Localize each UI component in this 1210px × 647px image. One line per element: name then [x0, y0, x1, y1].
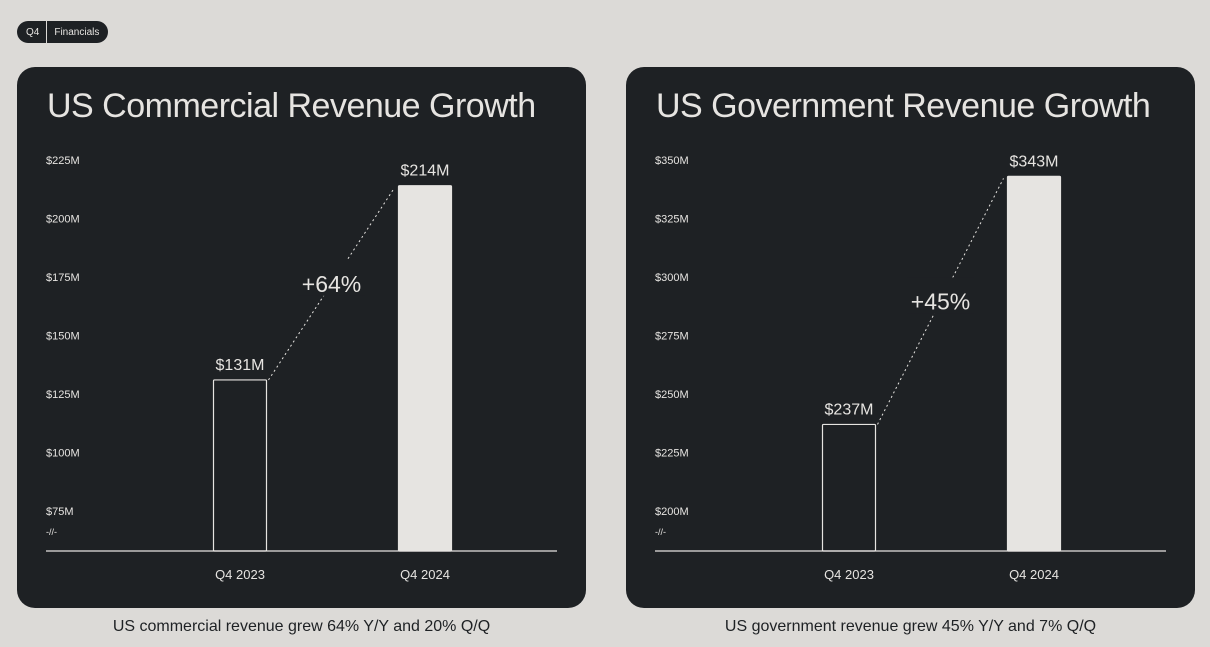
- growth-label-backdrop: [297, 259, 366, 296]
- government-chart: $200M $225M $250M $275M $300M $325M $350M -//- $…: [655, 153, 1166, 582]
- y-tick-label: $275M: [655, 331, 689, 343]
- chart-title: US Commercial Revenue Growth: [47, 87, 536, 125]
- commercial-chart: $75M $100M $125M $150M $175M $200M $225M -//- $1…: [46, 155, 557, 582]
- y-tick-label: $175M: [46, 272, 80, 284]
- government-caption: US government revenue grew 45% Y/Y and 7…: [724, 618, 1097, 635]
- growth-connector-line: [877, 178, 1004, 425]
- y-tick-label: $150M: [46, 331, 80, 343]
- badge-divider: [46, 21, 48, 43]
- x-tick-label: Q4 2024: [400, 567, 450, 582]
- x-tick-label: Q4 2024: [1009, 567, 1059, 582]
- bar-value-label: $131M: [216, 357, 265, 374]
- growth-label-backdrop: [906, 277, 975, 314]
- y-tick-label: $225M: [46, 155, 80, 167]
- axis-break-marker: -//-: [46, 527, 57, 537]
- y-tick-label: $250M: [655, 389, 689, 401]
- government-chart-card: US Government Revenue Growth $200M $225M $…: [626, 67, 1195, 608]
- y-tick-label: $325M: [655, 214, 689, 226]
- y-tick-label: $200M: [46, 214, 80, 226]
- bar-value-label: $237M: [825, 401, 874, 418]
- y-tick-label: $75M: [46, 506, 74, 518]
- bar-value-label: $214M: [401, 163, 450, 180]
- growth-label: +45%: [911, 288, 970, 314]
- bar-q4-2023: [212, 379, 268, 552]
- badge-section: Financials: [54, 26, 100, 38]
- commercial-chart-card: US Commercial Revenue Growth $75M $100M $1…: [17, 67, 586, 608]
- axis-break-marker: -//-: [655, 527, 666, 537]
- growth-connector-line: [268, 187, 395, 381]
- y-tick-label: $350M: [655, 155, 689, 167]
- bar-value-label: $343M: [1010, 153, 1059, 170]
- growth-label: +64%: [302, 271, 361, 297]
- bar-q4-2024: [1006, 175, 1062, 552]
- chart-title: US Government Revenue Growth: [656, 87, 1151, 125]
- x-tick-label: Q4 2023: [215, 567, 265, 582]
- bar-q4-2024: [397, 185, 453, 552]
- badge-quarter: Q4: [26, 26, 40, 38]
- bar-q4-2023: [821, 423, 877, 552]
- x-tick-label: Q4 2023: [824, 567, 874, 582]
- y-tick-label: $300M: [655, 272, 689, 284]
- y-tick-label: $225M: [655, 448, 689, 460]
- section-badge: Q4 Financials: [17, 21, 109, 43]
- y-tick-label: $100M: [46, 448, 80, 460]
- y-tick-label: $200M: [655, 506, 689, 518]
- y-tick-label: $125M: [46, 389, 80, 401]
- commercial-caption: US commercial revenue grew 64% Y/Y and 2…: [112, 618, 491, 635]
